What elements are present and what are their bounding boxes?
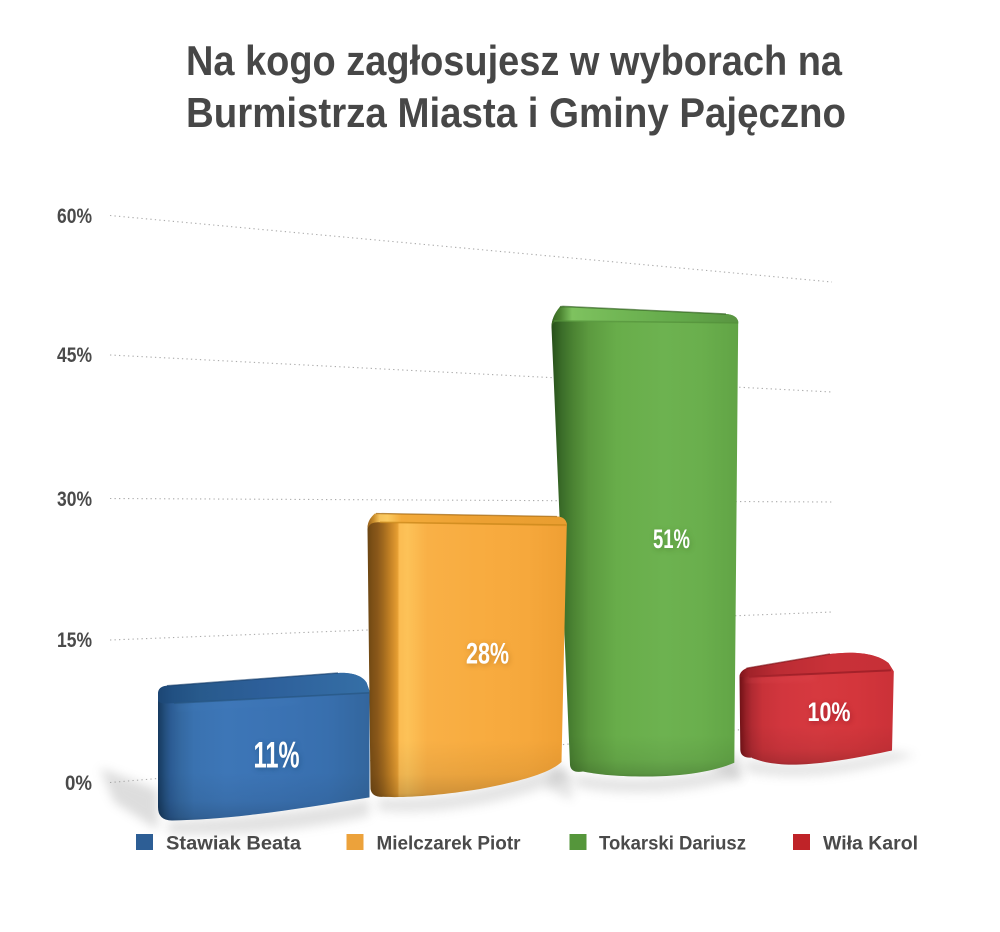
svg-text:45%: 45% bbox=[57, 344, 92, 367]
svg-text:Tokarski Dariusz: Tokarski Dariusz bbox=[599, 834, 746, 855]
svg-text:10%: 10% bbox=[808, 697, 851, 727]
svg-text:Wiła Karol: Wiła Karol bbox=[823, 834, 918, 855]
svg-text:10%: 10% bbox=[809, 699, 852, 729]
svg-text:15%: 15% bbox=[57, 629, 92, 652]
svg-text:51%: 51% bbox=[653, 524, 690, 554]
svg-text:60%: 60% bbox=[57, 205, 92, 228]
svg-text:11%: 11% bbox=[254, 735, 300, 776]
svg-text:28%: 28% bbox=[466, 638, 509, 671]
svg-text:Na kogo zagłosujesz w wyborach: Na kogo zagłosujesz w wyborach na bbox=[186, 37, 843, 84]
svg-text:Stawiak Beata: Stawiak Beata bbox=[166, 834, 301, 855]
svg-text:28%: 28% bbox=[467, 639, 510, 672]
svg-text:0%: 0% bbox=[65, 772, 92, 795]
svg-text:30%: 30% bbox=[57, 488, 92, 511]
svg-text:11%: 11% bbox=[255, 736, 301, 777]
svg-text:51%: 51% bbox=[654, 526, 691, 556]
svg-text:Mielczarek Piotr: Mielczarek Piotr bbox=[377, 834, 522, 855]
svg-text:Burmistrza Miasta i Gminy Paję: Burmistrza Miasta i Gminy Pajęczno bbox=[186, 89, 846, 136]
